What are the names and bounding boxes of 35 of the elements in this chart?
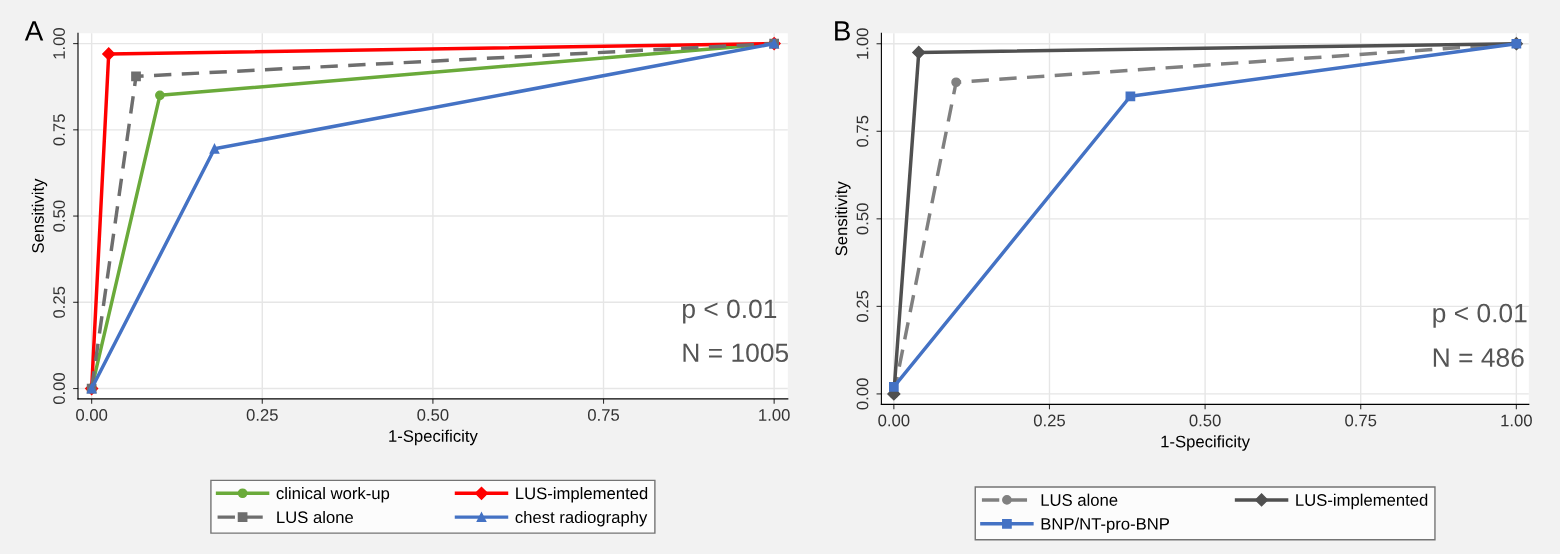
x-tick-label: 0.00 (878, 414, 910, 427)
chart-title: B (835, 21, 850, 41)
y-tick-label: 0.25 (53, 286, 65, 318)
x-tick-label: 0.75 (587, 409, 620, 421)
y-tick-label: 0.75 (856, 115, 869, 147)
legend-label: LUS alone (1041, 493, 1118, 506)
legend-label: LUS-implemented (516, 487, 648, 503)
x-tick-label: 0.75 (1345, 414, 1377, 427)
y-tick-label: 0.50 (53, 200, 65, 232)
x-tick-label: 1.00 (759, 409, 790, 421)
annotation: N = 486 (1433, 348, 1524, 367)
x-tick-label: 0.25 (246, 409, 278, 421)
x-axis-title: 1-Specificity (389, 429, 478, 446)
chart-title: A (24, 21, 44, 41)
y-tick-label: 1.00 (53, 28, 65, 59)
y-tick-label: 0.25 (856, 290, 869, 322)
legend-label: BNP/NT-pro-BNP (1041, 517, 1170, 534)
x-tick-label: 0.50 (1189, 414, 1221, 427)
y-tick-label: 0.75 (53, 114, 65, 146)
legend-label: chest radiography (515, 510, 648, 527)
annotation: p < 0.01 (683, 299, 777, 324)
legend-label: clinical work-up (276, 487, 390, 503)
y-tick-label: 1.00 (856, 28, 869, 59)
x-tick-label: 0.00 (76, 409, 108, 421)
x-tick-label: 0.25 (1033, 414, 1065, 427)
legend-label: LUS alone (277, 510, 354, 524)
y-axis-title: Sensitivity (31, 178, 48, 253)
y-tick-label: 0.50 (856, 203, 869, 235)
annotation: N = 1005 (683, 343, 789, 363)
legend-label: LUS-implemented (1296, 493, 1428, 510)
x-tick-label: 0.50 (417, 409, 449, 421)
y-axis-title: Sensitivity (835, 181, 851, 256)
annotation: p < 0.01 (1433, 303, 1527, 328)
x-tick-label: 1.00 (1501, 414, 1532, 427)
x-axis-title: 1-Specificity (1161, 435, 1250, 451)
